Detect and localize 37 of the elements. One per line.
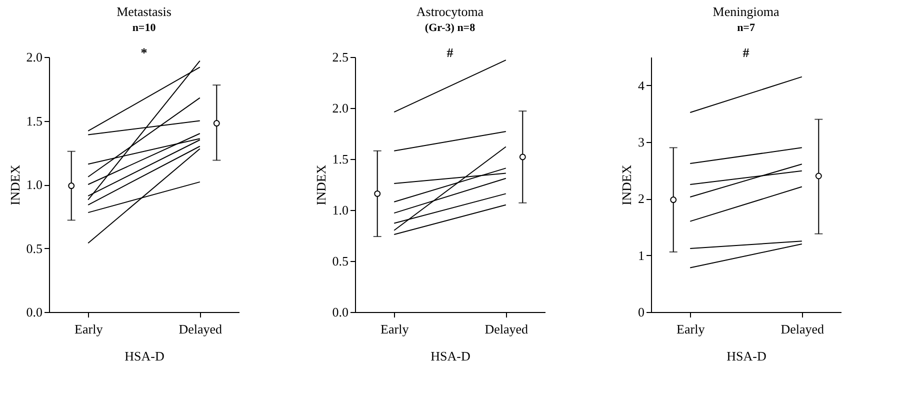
y-tick-label: 1.5 [332, 152, 348, 166]
x-axis-title: HSA-D [124, 348, 164, 364]
x-tick-label: Delayed [178, 322, 223, 336]
x-axis-title: HSA-D [726, 348, 766, 364]
chart-subtitle: (Gr-3) n=8 [424, 22, 476, 34]
y-tick-label: 2.0 [26, 50, 42, 64]
chart-title: Metastasis [116, 4, 172, 19]
y-axis-title: INDEX [313, 164, 328, 206]
chart-subtitle: n=7 [737, 22, 756, 34]
y-tick-label: 2.5 [332, 50, 348, 64]
chart-title: Meningioma [712, 4, 780, 19]
x-tick-label: Delayed [484, 322, 529, 336]
annotation: * [140, 45, 148, 60]
y-axis-title: INDEX [619, 164, 634, 206]
chart-title: Astrocytoma [416, 4, 484, 19]
y-tick-label: 1.0 [26, 177, 42, 192]
y-axis-title: INDEX [7, 164, 22, 206]
y-tick-label: 0.5 [26, 240, 42, 256]
y-tick-label: 1.5 [26, 113, 42, 128]
y-tick-label: 2 [638, 191, 644, 206]
y-tick-label: 0.0 [26, 304, 42, 320]
annotation: # [742, 45, 750, 60]
y-tick-label: 0.5 [332, 254, 348, 268]
chart-subtitle: n=10 [132, 22, 156, 34]
y-tick-label: 0 [638, 304, 644, 320]
annotation: # [446, 45, 454, 60]
y-tick-label: 1 [638, 248, 644, 263]
x-tick-label: Early [676, 322, 706, 336]
y-tick-label: 2.0 [332, 100, 348, 116]
y-tick-label: 3 [638, 134, 644, 150]
y-tick-label: 1.0 [332, 202, 348, 218]
x-tick-label: Delayed [780, 322, 825, 336]
y-tick-label: 4 [638, 78, 645, 93]
y-tick-label: 0.0 [332, 304, 348, 320]
x-tick-label: Early [380, 322, 410, 336]
x-tick-label: Early [74, 322, 104, 336]
x-axis-title: HSA-D [430, 348, 470, 364]
